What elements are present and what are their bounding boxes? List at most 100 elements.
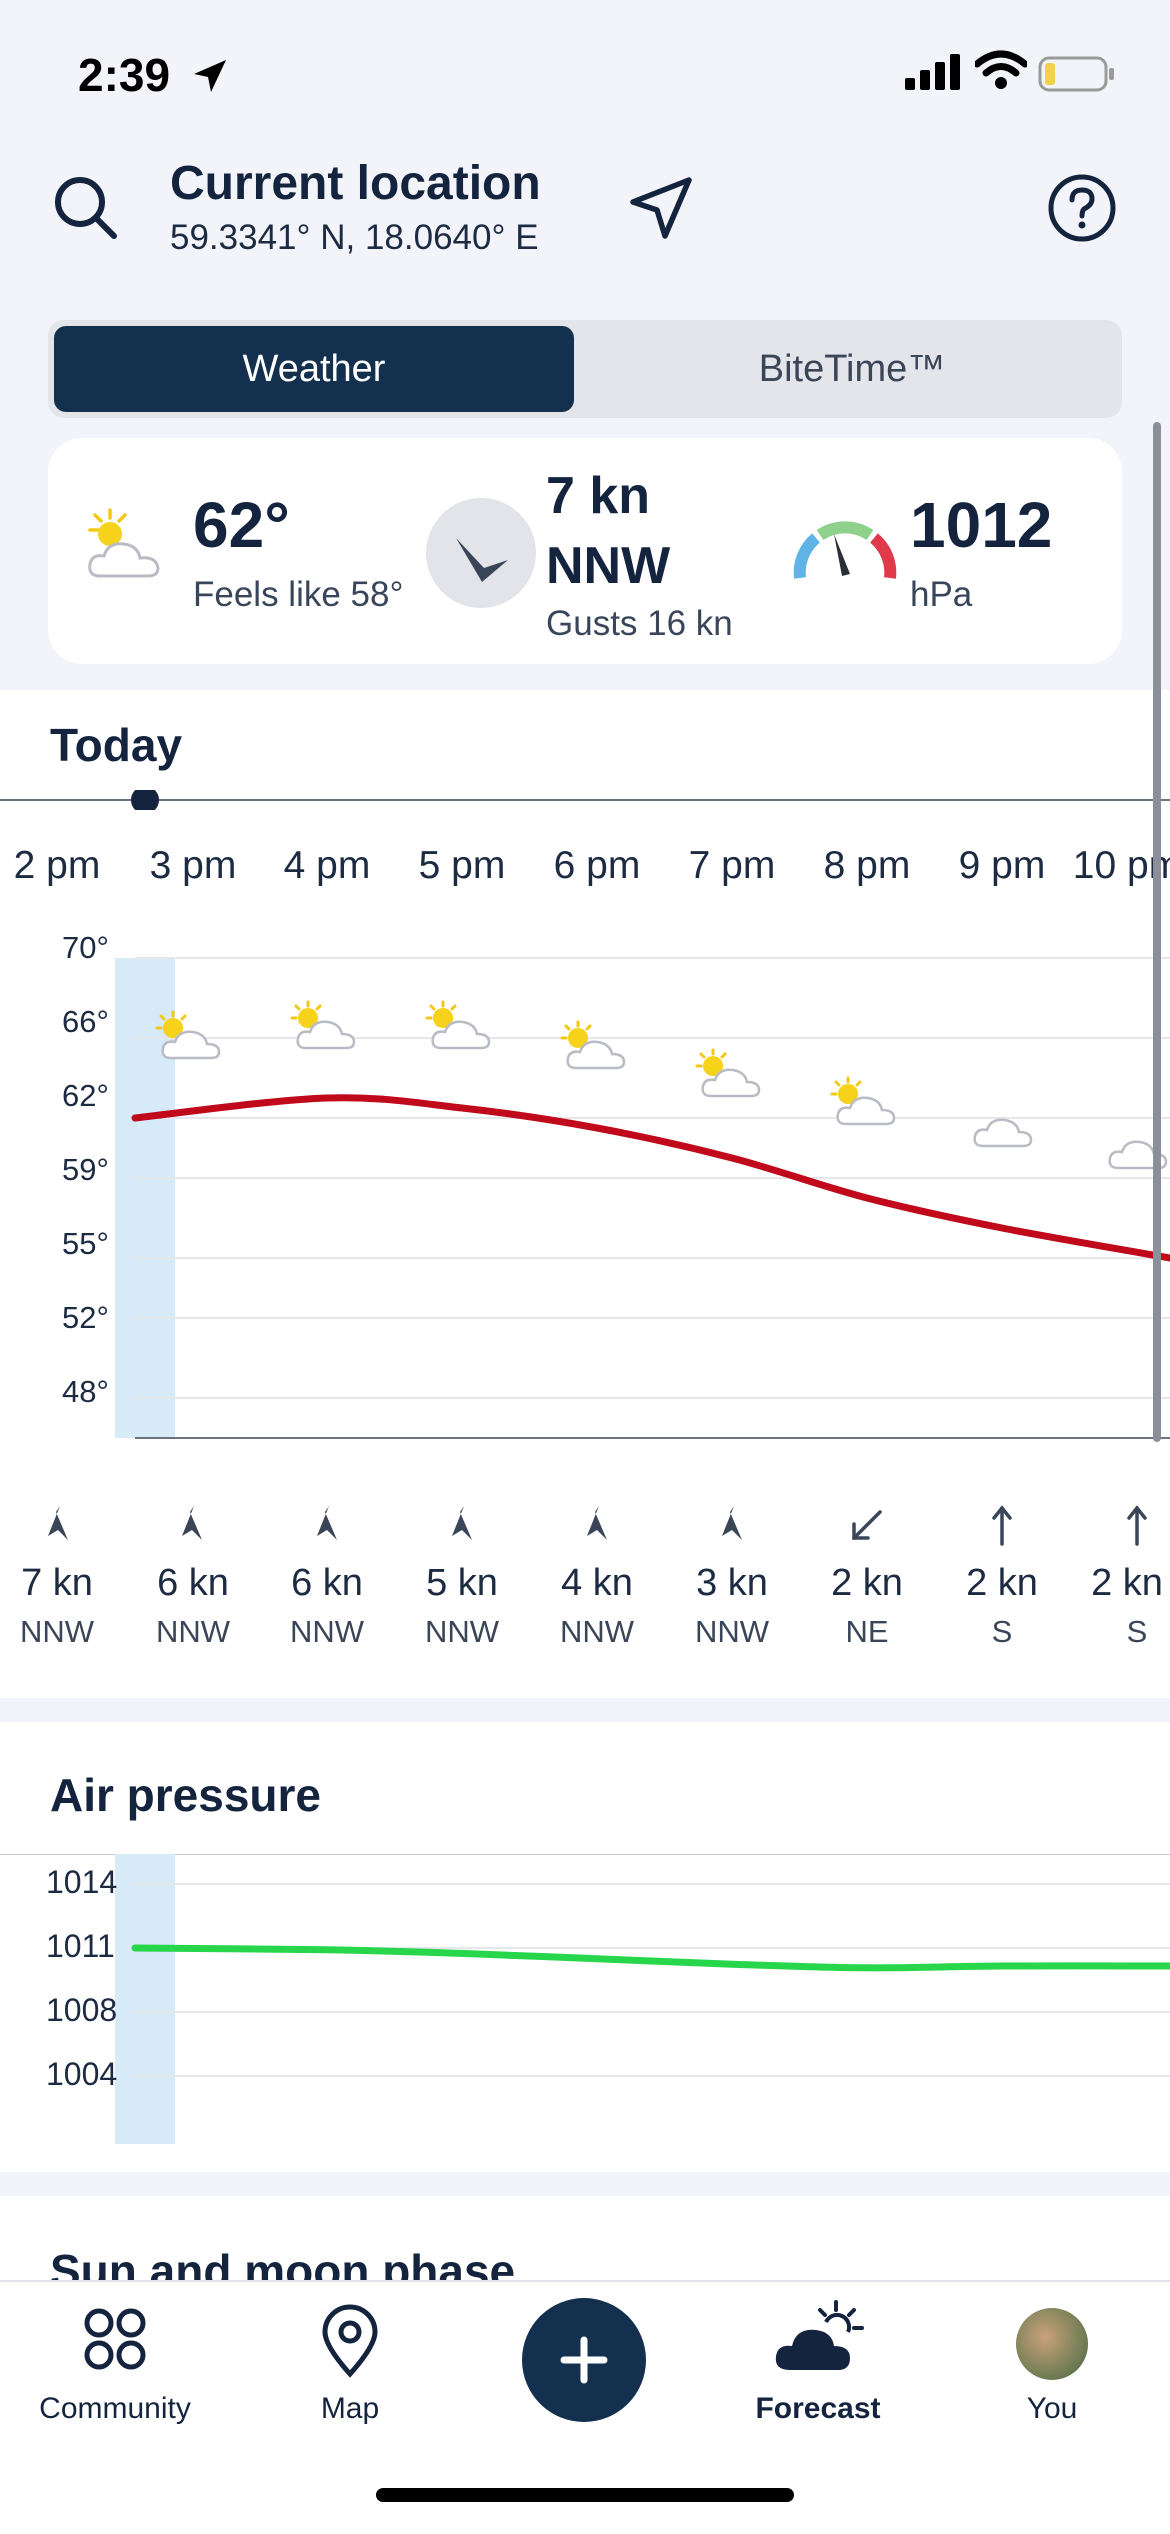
- partly-cloudy-icon: [425, 1000, 491, 1050]
- wind-speed-label: 7 kn: [21, 1562, 93, 1604]
- pressure-tick: 1011: [46, 1928, 115, 1964]
- wind-speed-label: 6 kn: [291, 1562, 363, 1604]
- hour-label: 2 pm: [13, 844, 101, 887]
- air-pressure-chart: [0, 1854, 1170, 2144]
- tab-label-you: You: [1026, 2392, 1078, 2425]
- timeline-track[interactable]: [0, 790, 1170, 810]
- cloudy-icon: [973, 1118, 1033, 1148]
- temperature-chart: [115, 957, 1170, 1439]
- temp-tick: 55°: [62, 1226, 109, 1261]
- partly-cloudy-icon: [88, 508, 160, 578]
- wind-speed-label: 6 kn: [157, 1562, 229, 1604]
- sun-moon-panel[interactable]: Sun and moon phase: [0, 2196, 1170, 2286]
- hour-label: 4 pm: [283, 844, 371, 887]
- temp-tick: 62°: [62, 1078, 109, 1113]
- plus-icon: [560, 2336, 608, 2384]
- forecast-weather-icon: [775, 2300, 864, 2370]
- wind-arrow-icon: [48, 1506, 68, 1540]
- tab-community[interactable]: [70, 2296, 160, 2436]
- wind-speed-label: 3 kn: [696, 1562, 768, 1604]
- air-pressure-panel[interactable]: Air pressure 1014 1011 1008 1004: [0, 1722, 1170, 2172]
- tab-label-forecast: Forecast: [755, 2392, 881, 2425]
- pressure-tick: 1014: [46, 1864, 118, 1900]
- home-indicator: [376, 2488, 794, 2502]
- wind-dir-label: NNW: [424, 1614, 500, 1649]
- segmented-control: Weather BiteTime™: [48, 320, 1122, 418]
- tab-forecast[interactable]: [770, 2296, 870, 2436]
- partly-cloudy-icon: [695, 1048, 761, 1098]
- partly-cloudy-icon: [560, 1020, 626, 1070]
- pressure-line: [131, 1944, 1170, 1972]
- wind-dir-label: NNW: [155, 1614, 231, 1649]
- wind-dir-label: NNW: [694, 1614, 770, 1649]
- status-time: 2:39: [78, 49, 171, 101]
- wind-speed: 7 kn: [546, 467, 651, 525]
- current-hour-highlight: [115, 1854, 175, 2144]
- wind-dir-label: S: [1126, 1614, 1148, 1649]
- wind-dir-label: NNW: [559, 1614, 635, 1649]
- location-title[interactable]: Current location: [170, 157, 541, 210]
- temp-tick: 70°: [62, 930, 109, 965]
- community-icon: [84, 2308, 146, 2370]
- wind-arrow-icon: [852, 1510, 882, 1540]
- section-title-sun-moon: Sun and moon phase: [50, 2245, 516, 2286]
- location-services-icon: [194, 60, 226, 92]
- scrollbar[interactable]: [1153, 422, 1161, 1442]
- pressure-gauge-icon: [793, 521, 897, 579]
- wind-dir-label: NNW: [289, 1614, 365, 1649]
- hour-label: 7 pm: [688, 844, 776, 887]
- hour-label: 5 pm: [418, 844, 506, 887]
- wifi-icon: [975, 50, 1027, 89]
- wind-arrow-icon: [456, 538, 508, 582]
- feels-like: Feels like 58°: [193, 575, 404, 614]
- tab-map[interactable]: [305, 2296, 395, 2436]
- battery-icon: [1038, 56, 1114, 92]
- wind-speed-label: 2 kn: [831, 1562, 903, 1604]
- wind-arrow-icon: [452, 1506, 472, 1540]
- current-pressure: 1012: [910, 489, 1053, 561]
- partly-cloudy-icon: [290, 1000, 356, 1050]
- hour-label: 9 pm: [958, 844, 1046, 887]
- partly-cloudy-icon: [155, 1010, 221, 1060]
- tab-label-community: Community: [39, 2392, 191, 2425]
- section-title-air-pressure: Air pressure: [50, 1769, 322, 1821]
- partly-cloudy-icon: [830, 1076, 896, 1126]
- wind-dir-label: NE: [845, 1614, 889, 1649]
- cloudy-icon: [1108, 1140, 1168, 1170]
- bottom-tab-bar: Community Map Forecast You: [0, 2280, 1170, 2534]
- wind-arrow-icon: [317, 1506, 337, 1540]
- search-icon[interactable]: [48, 170, 120, 242]
- section-title-today: Today: [50, 719, 183, 771]
- wind-arrow-icon: [587, 1506, 607, 1540]
- wind-dir-label: S: [991, 1614, 1013, 1649]
- pressure-tick: 1008: [46, 1992, 118, 2028]
- temp-tick: 48°: [62, 1374, 109, 1409]
- wind-direction: NNW: [546, 537, 671, 595]
- current-conditions-card[interactable]: 62° Feels like 58° 7 kn NNW Gusts 16 kn …: [48, 438, 1122, 664]
- today-forecast-panel[interactable]: Today 2 pm 3 pm 4 pm 5 pm 6 pm 7 pm 8 pm…: [0, 690, 1170, 1698]
- tab-weather[interactable]: Weather: [54, 326, 574, 412]
- avatar[interactable]: [1016, 2308, 1088, 2380]
- wind-arrows-row: [48, 1505, 1147, 1546]
- hour-label: 6 pm: [553, 844, 641, 887]
- navigation-arrow-icon[interactable]: [625, 172, 697, 244]
- temp-tick: 52°: [62, 1300, 109, 1335]
- wind-arrow-icon: [722, 1506, 742, 1540]
- cellular-signal-icon: [905, 54, 960, 90]
- help-icon[interactable]: [1046, 172, 1118, 244]
- tab-bitetime[interactable]: BiteTime™: [758, 348, 946, 390]
- temp-tick: 66°: [62, 1004, 109, 1039]
- map-pin-icon: [322, 2304, 378, 2378]
- wind-speed-label: 5 kn: [426, 1562, 498, 1604]
- wind-speed-label: 4 kn: [561, 1562, 633, 1604]
- hour-label: 3 pm: [149, 844, 237, 887]
- timeline-current-marker: [131, 790, 159, 810]
- wind-arrow-icon: [182, 1506, 202, 1540]
- tab-label-map: Map: [320, 2392, 380, 2425]
- wind-speed-label: 2 kn: [966, 1562, 1038, 1604]
- current-temperature: 62°: [193, 489, 290, 561]
- add-button[interactable]: [522, 2298, 646, 2422]
- wind-gusts: Gusts 16 kn: [546, 604, 733, 643]
- temperature-line: [131, 1094, 1170, 1262]
- pressure-tick: 1004: [46, 2056, 118, 2092]
